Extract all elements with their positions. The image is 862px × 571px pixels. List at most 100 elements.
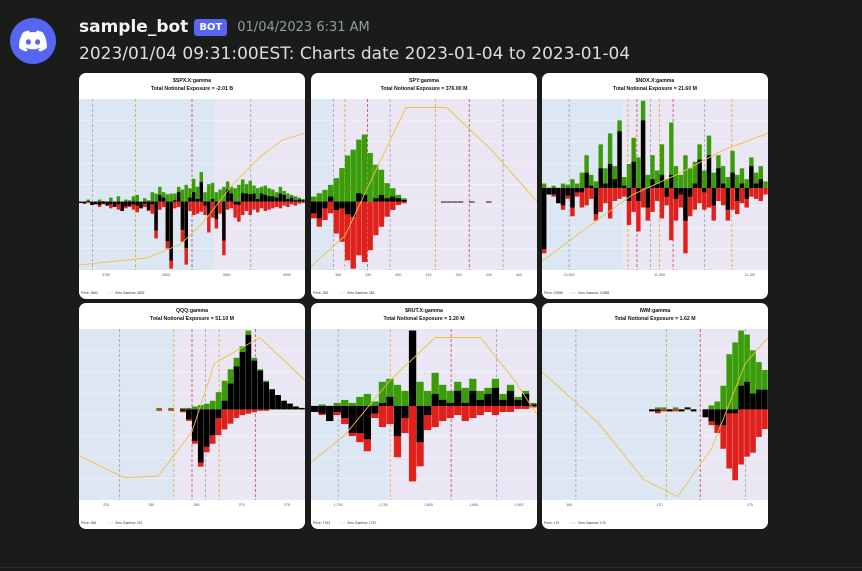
put-gamma-bar — [356, 201, 362, 256]
net-gamma-bar — [725, 187, 731, 210]
call-gamma-bar — [180, 407, 186, 410]
discord-logo-icon — [19, 30, 47, 52]
put-gamma-bar — [221, 409, 228, 430]
call-gamma-bar — [401, 390, 409, 406]
net-gamma-bar — [636, 187, 641, 201]
call-gamma-bar — [603, 168, 608, 188]
call-gamma-bar — [584, 155, 589, 188]
call-gamma-bar — [607, 133, 613, 188]
net-gamma-bar — [514, 399, 522, 406]
net-gamma-bar — [687, 187, 693, 197]
chart-title: QQQ:gamma — [176, 308, 208, 314]
put-gamma-bar — [293, 201, 298, 206]
call-gamma-bar — [565, 184, 570, 188]
net-gamma-bar — [344, 201, 351, 215]
put-gamma-bar — [499, 405, 507, 412]
net-gamma-bar — [271, 196, 275, 202]
call-gamma-bar — [589, 174, 594, 188]
call-gamma-bar — [529, 402, 537, 406]
call-gamma-bar — [659, 144, 665, 188]
net-gamma-bar — [655, 183, 660, 188]
put-gamma-bar — [454, 405, 462, 416]
chart-subtitle: Total Notional Exposure = 51.10 M — [150, 316, 234, 322]
net-gamma-bar — [203, 201, 207, 206]
net-gamma-bar — [461, 402, 469, 406]
net-gamma-bar — [207, 201, 211, 216]
call-gamma-bar — [150, 192, 155, 202]
net-gamma-bar — [439, 399, 447, 406]
username[interactable]: sample_bot — [79, 17, 189, 37]
net-gamma-bar — [424, 405, 432, 416]
net-gamma-bar — [617, 131, 622, 188]
put-gamma-bar — [233, 409, 240, 418]
call-gamma-bar — [363, 393, 371, 406]
put-gamma-bar — [669, 187, 674, 241]
call-gamma-bar — [672, 407, 679, 410]
put-gamma-bar — [195, 201, 200, 214]
call-gamma-bar — [386, 378, 394, 406]
put-gamma-bar — [446, 405, 454, 419]
net-gamma-bar — [286, 198, 290, 202]
net-gamma-bar — [297, 199, 301, 202]
net-gamma-bar — [180, 201, 185, 230]
put-gamma-bar — [233, 201, 237, 218]
chart-image-iwm-gamma[interactable]: IWM:gamma Total Notional Exposure = 1.62 … — [542, 303, 768, 529]
put-gamma-bar — [738, 409, 744, 465]
put-gamma-bar — [730, 187, 735, 210]
call-gamma-bar — [341, 399, 349, 406]
put-gamma-bar — [150, 201, 155, 214]
legend-price: Price: 1763 — [313, 521, 330, 525]
put-gamma-bar — [390, 201, 396, 210]
legend-zero-gamma: Zero Gamma: 10958 — [578, 291, 609, 295]
net-gamma-bar — [476, 399, 484, 406]
net-gamma-bar — [551, 187, 556, 195]
put-gamma-bar — [659, 187, 665, 219]
net-gamma-bar — [251, 360, 258, 410]
net-gamma-bar — [326, 405, 334, 422]
x-tick-label: 175 — [747, 503, 753, 507]
call-gamma-bar — [390, 188, 396, 202]
put-gamma-bar — [626, 187, 632, 225]
call-gamma-bar — [197, 405, 204, 410]
chart-image-spy-gamma[interactable]: SPY:gamma Total Notional Exposure = 376.0… — [311, 73, 537, 299]
net-gamma-bar — [333, 201, 339, 210]
net-gamma-bar — [607, 163, 613, 188]
chart-svg: SPY:gamma Total Notional Exposure = 376.0… — [311, 78, 537, 295]
net-gamma-bar — [401, 405, 409, 419]
put-gamma-bar — [131, 201, 136, 210]
put-gamma-bar — [225, 201, 230, 210]
net-gamma-bar — [282, 194, 286, 202]
net-gamma-bar — [239, 352, 246, 410]
message-timestamp[interactable]: 01/04/2023 6:31 AM — [237, 19, 370, 35]
net-gamma-bar — [446, 201, 452, 203]
put-gamma-bar — [188, 201, 192, 211]
chart-image-spx-gamma[interactable]: $SPX.X:gamma Total Notional Exposure = -2… — [79, 73, 305, 299]
put-gamma-bar — [282, 201, 286, 206]
put-gamma-bar — [203, 201, 207, 216]
net-gamma-bar — [395, 198, 402, 202]
put-gamma-bar — [401, 201, 407, 204]
put-gamma-bar — [252, 201, 256, 210]
chart-subtitle: Total Notional Exposure = -2.01 B — [151, 86, 233, 92]
chart-image-ndx-gamma[interactable]: $NDX.X:gamma Total Notional Exposure = 21… — [542, 73, 768, 299]
net-gamma-bar — [753, 183, 759, 188]
call-gamma-bar — [333, 402, 341, 406]
put-gamma-bar — [109, 201, 113, 209]
call-gamma-bar — [248, 180, 252, 202]
legend-price: Price: 383 — [313, 291, 328, 295]
chart-image-rut-gamma[interactable]: $RUT.X:gamma Total Notional Exposure = 3.… — [311, 303, 537, 529]
call-gamma-bar — [645, 174, 650, 188]
zero-gamma-curve — [311, 107, 537, 267]
chart-svg: $RUT.X:gamma Total Notional Exposure = 3.… — [311, 308, 537, 525]
net-gamma-bar — [499, 399, 507, 406]
put-gamma-bar — [408, 405, 417, 482]
avatar[interactable] — [10, 18, 56, 64]
legend-zero-gamma: Zero Gamma: 1757 — [347, 521, 377, 525]
put-gamma-bar — [386, 405, 394, 425]
net-gamma-bar — [735, 187, 740, 201]
net-gamma-bar — [714, 409, 721, 426]
net-gamma-bar — [730, 172, 735, 188]
chart-image-qqq-gamma[interactable]: QQQ:gamma Total Notional Exposure = 51.10… — [79, 303, 305, 529]
net-gamma-bar — [169, 201, 173, 261]
call-gamma-bar — [626, 163, 632, 188]
